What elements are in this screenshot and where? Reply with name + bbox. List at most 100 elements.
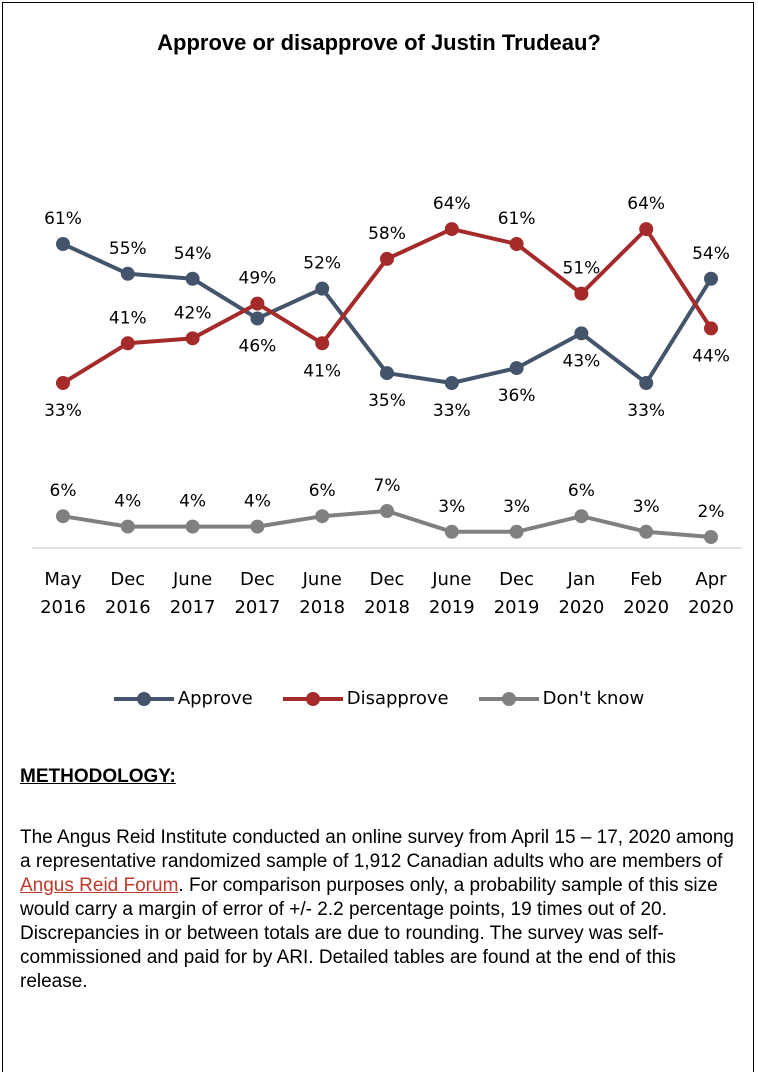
x-tick-label-year-6: 2019	[429, 597, 475, 618]
data-label-approve-3: 46%	[239, 336, 277, 356]
x-tick-label-month-7: Dec	[499, 569, 534, 590]
chart-legend: Approve Disapprove Don't know	[0, 688, 758, 709]
x-tick-label-month-5: Dec	[370, 569, 405, 590]
point-don-t-know-9	[639, 524, 654, 539]
data-label-disapprove-8: 51%	[563, 259, 601, 279]
data-label-don-t-know-1: 4%	[114, 492, 141, 512]
point-disapprove-1	[120, 336, 135, 351]
data-label-approve-1: 55%	[109, 239, 147, 259]
angus-reid-forum-link[interactable]: Angus Reid Forum	[20, 875, 179, 896]
point-don-t-know-8	[574, 509, 589, 524]
legend-swatch-dont-know	[478, 691, 539, 706]
x-tick-label-month-10: Apr	[695, 569, 727, 590]
chart-title: Approve or disapprove of Justin Trudeau?	[157, 30, 601, 55]
point-disapprove-8	[574, 286, 589, 301]
line-chart: 61% 55% 54% 46% 52% 35% 33% 36% 43% 33% 54% 33% 41% 4…	[32, 194, 742, 618]
point-don-t-know-2	[185, 519, 200, 534]
x-tick-label-year-1: 2016	[105, 597, 151, 618]
point-disapprove-5	[380, 251, 394, 266]
point-approve-1	[120, 266, 135, 281]
data-label-don-t-know-8: 6%	[568, 481, 595, 501]
methodology-text: The Angus Reid Institute conducted an on…	[20, 826, 740, 994]
x-tick-label-month-1: Dec	[110, 569, 145, 590]
x-tick-label-year-0: 2016	[40, 597, 86, 618]
point-approve-10	[704, 271, 718, 286]
x-tick-label-month-4: June	[302, 569, 342, 590]
point-disapprove-3	[250, 296, 265, 311]
legend-label-approve: Approve	[177, 688, 253, 709]
x-tick-label-year-8: 2020	[558, 597, 604, 618]
data-label-approve-10: 54%	[692, 244, 730, 264]
point-disapprove-7	[509, 237, 524, 251]
legend-swatch-disapprove	[282, 691, 343, 706]
x-tick-label-year-7: 2019	[494, 597, 540, 618]
point-disapprove-9	[639, 222, 654, 237]
point-approve-7	[509, 361, 524, 376]
point-disapprove-4	[315, 336, 330, 351]
methodology-text-part2: . For comparison purposes only, a probab…	[20, 875, 718, 992]
point-approve-6	[444, 376, 459, 390]
x-tick-label-year-3: 2017	[234, 597, 280, 618]
legend-item-disapprove: Disapprove	[282, 688, 449, 709]
x-tick-label-month-3: Dec	[240, 569, 275, 590]
point-disapprove-6	[444, 222, 459, 237]
point-disapprove-10	[704, 321, 718, 336]
legend-swatch-approve	[113, 691, 174, 706]
point-approve-4	[315, 281, 330, 296]
x-tick-label-year-2: 2017	[170, 597, 216, 618]
point-disapprove-0	[56, 376, 70, 390]
data-label-don-t-know-2: 4%	[179, 492, 206, 512]
data-label-don-t-know-9: 3%	[633, 497, 660, 517]
legend-label-disapprove: Disapprove	[346, 688, 449, 709]
data-label-disapprove-5: 58%	[368, 224, 406, 244]
data-label-disapprove-0: 33%	[44, 401, 82, 421]
point-don-t-know-7	[509, 524, 524, 539]
data-label-approve-9: 33%	[627, 401, 665, 421]
point-disapprove-2	[185, 331, 200, 346]
methodology-heading: METHODOLOGY:	[20, 766, 176, 787]
data-label-disapprove-3: 49%	[239, 269, 277, 289]
point-don-t-know-10	[704, 530, 718, 544]
legend-item-approve: Approve	[113, 688, 253, 709]
legend-label-dont-know: Don't know	[542, 688, 645, 709]
x-tick-label-month-6: June	[431, 569, 471, 590]
data-label-disapprove-2: 42%	[174, 303, 212, 323]
x-tick-label-year-4: 2018	[299, 597, 345, 618]
point-don-t-know-3	[250, 519, 265, 534]
point-approve-0	[56, 237, 70, 251]
data-label-disapprove-6: 64%	[433, 194, 471, 214]
data-label-approve-8: 43%	[563, 351, 601, 371]
x-tick-label-month-8: Jan	[567, 569, 596, 590]
x-tick-label-month-2: June	[172, 569, 212, 590]
data-label-approve-6: 33%	[433, 401, 471, 421]
x-tick-label-month-0: May	[44, 569, 82, 590]
data-label-disapprove-4: 41%	[303, 361, 341, 381]
point-approve-8	[574, 326, 589, 341]
data-label-don-t-know-4: 6%	[309, 481, 336, 501]
point-don-t-know-1	[120, 519, 135, 534]
x-tick-label-year-10: 2020	[688, 597, 734, 618]
point-don-t-know-5	[380, 504, 394, 518]
data-label-disapprove-7: 61%	[498, 209, 536, 229]
data-label-don-t-know-6: 3%	[438, 497, 465, 517]
point-approve-5	[380, 366, 394, 381]
data-label-disapprove-10: 44%	[692, 346, 730, 366]
data-label-approve-2: 54%	[174, 244, 212, 264]
data-label-don-t-know-0: 6%	[50, 481, 77, 501]
data-label-don-t-know-10: 2%	[698, 502, 725, 522]
x-tick-label-year-9: 2020	[623, 597, 669, 618]
legend-item-dont-know: Don't know	[478, 688, 645, 709]
data-label-disapprove-9: 64%	[627, 194, 665, 214]
point-approve-2	[185, 271, 200, 286]
data-label-don-t-know-3: 4%	[244, 492, 271, 512]
point-don-t-know-0	[56, 509, 70, 524]
point-don-t-know-6	[444, 524, 459, 539]
data-label-disapprove-1: 41%	[109, 308, 147, 328]
data-label-approve-5: 35%	[368, 391, 406, 411]
data-label-approve-0: 61%	[44, 209, 82, 229]
point-don-t-know-4	[315, 509, 330, 524]
data-label-approve-7: 36%	[498, 386, 536, 406]
data-label-don-t-know-7: 3%	[503, 497, 530, 517]
data-label-approve-4: 52%	[303, 254, 341, 274]
point-approve-3	[250, 311, 265, 326]
